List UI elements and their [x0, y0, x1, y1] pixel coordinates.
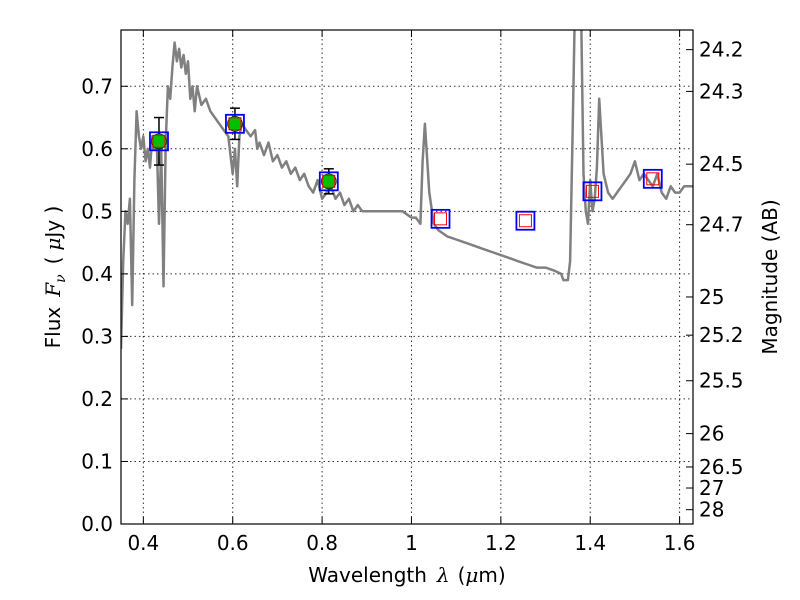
x-tick-label: 1.4 — [574, 531, 606, 555]
model-point-inner — [518, 214, 532, 228]
y2-tick-label: 25 — [699, 285, 724, 309]
x-tick-label: 0.4 — [127, 531, 159, 555]
model-point-outer — [225, 113, 245, 134]
y2-tick-label: 26 — [699, 422, 724, 446]
axis-ticks — [121, 30, 693, 525]
y2-tick-label: 24.7 — [699, 213, 744, 237]
model-point-inner — [585, 184, 599, 198]
x-tick-label: 1.6 — [664, 531, 696, 555]
y-tick-label: 0.0 — [81, 512, 113, 536]
y-tick-label: 0.7 — [81, 74, 113, 98]
y-axis-label: FluxFν(μJy ) — [41, 206, 69, 349]
y-tick-label: 0.5 — [81, 199, 113, 223]
model-point-inner — [646, 172, 660, 186]
observed-point — [227, 115, 243, 132]
x-tick-label: 1 — [405, 531, 418, 555]
observed-points — [151, 115, 337, 190]
x-axis-label: Wavelength λ (μm) — [308, 563, 505, 587]
y2-tick-label: 24.3 — [699, 79, 744, 103]
x-tick-labels: 0.4 0.6 0.8 1 1.2 1.4 1.6 — [127, 531, 695, 555]
plot-frame — [120, 29, 694, 525]
model-point-outer — [642, 168, 663, 189]
model-point-inner — [434, 212, 448, 226]
model-point-outer — [582, 181, 603, 202]
y2-axis-label: Magnitude (AB) — [758, 199, 782, 354]
y2-tick-label: 24.2 — [699, 38, 744, 62]
model-point-inner — [322, 174, 336, 188]
y2-tick-label: 26.5 — [699, 455, 744, 479]
y2-tick-label: 25.2 — [699, 323, 744, 347]
y-tick-label: 0.1 — [81, 449, 113, 473]
y2-tick-label: 27 — [699, 476, 724, 500]
y-tick-label: 0.2 — [81, 387, 113, 411]
model-point-inner — [228, 117, 242, 131]
observed-point — [320, 173, 337, 190]
y-tick-label: 0.6 — [81, 137, 113, 161]
y-tick-label: 0.3 — [81, 324, 113, 348]
y-tick-label: 0.4 — [81, 262, 113, 286]
model-points — [149, 113, 663, 231]
model-point-outer — [149, 131, 169, 152]
observed-point — [151, 133, 167, 150]
model-point-outer — [515, 210, 536, 231]
y2-tick-label: 24.5 — [699, 152, 744, 176]
y-tick-labels: 0.0 0.1 0.2 0.3 0.4 0.5 0.6 0.7 — [81, 74, 113, 536]
x-tick-label: 0.8 — [306, 531, 338, 555]
x-tick-label: 0.6 — [217, 531, 249, 555]
model-point-outer — [430, 208, 451, 229]
y2-tick-label: 28 — [699, 498, 724, 522]
y2-tick-label: 25.5 — [699, 369, 744, 393]
x-tick-label: 1.2 — [485, 531, 517, 555]
model-point-outer — [318, 171, 339, 192]
model-point-inner — [152, 134, 166, 148]
